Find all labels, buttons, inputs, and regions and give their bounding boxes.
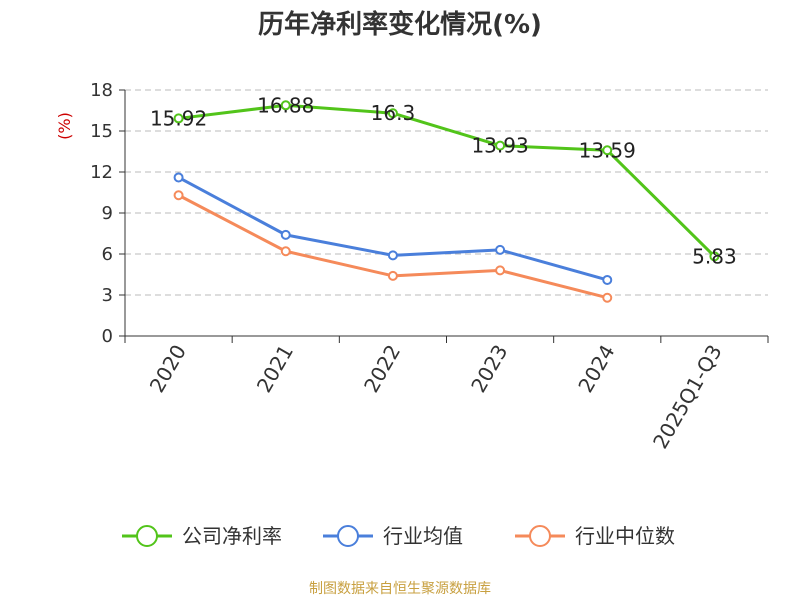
data-point xyxy=(280,246,291,257)
axes: 0 3 6 9 12 15 18 2020 2021 2022 2023 2024 2025Q1-Q3 xyxy=(90,80,769,453)
data-point xyxy=(173,172,184,183)
legend-item: 行业中位数 xyxy=(515,524,675,548)
x-tick-label: 2020 xyxy=(145,341,191,397)
x-tick-label: 2023 xyxy=(466,341,512,397)
y-tick-label: 3 xyxy=(102,285,113,306)
data-point xyxy=(387,270,398,281)
y-tick-label: 0 xyxy=(102,326,113,347)
legend-item: 行业均值 xyxy=(323,524,463,548)
data-point xyxy=(495,140,506,151)
data-point xyxy=(495,265,506,276)
y-tick-label: 15 xyxy=(90,121,113,142)
data-label: 5.83 xyxy=(692,244,737,268)
chart-title: 历年净利率变化情况(%) xyxy=(258,10,542,40)
data-point xyxy=(602,274,613,285)
x-tick-label: 2024 xyxy=(573,341,619,397)
x-tick-label: 2021 xyxy=(252,341,298,397)
data-label: 13.59 xyxy=(579,138,636,162)
series-2 xyxy=(173,190,613,303)
legend: 公司净利率 行业均值 行业中位数 xyxy=(122,524,675,548)
y-tick-label: 6 xyxy=(102,244,113,265)
series-layer: 15.92 16.88 16.3 13.93 13.59 5.83 xyxy=(150,93,737,303)
data-point xyxy=(173,190,184,201)
legend-label: 行业中位数 xyxy=(575,524,675,548)
legend-label: 公司净利率 xyxy=(182,524,282,548)
y-tick-label: 18 xyxy=(90,80,113,101)
grid-lines xyxy=(125,89,768,296)
data-point xyxy=(280,229,291,240)
data-label: 15.92 xyxy=(150,106,207,130)
series-0: 15.92 16.88 16.3 13.93 13.59 5.83 xyxy=(150,93,737,268)
x-tick-label: 2025Q1-Q3 xyxy=(648,341,727,453)
data-label: 16.3 xyxy=(371,101,416,125)
data-label: 16.88 xyxy=(257,93,314,117)
data-point xyxy=(495,244,506,255)
data-point xyxy=(173,113,184,124)
series-1 xyxy=(173,172,613,285)
data-label: 13.93 xyxy=(471,134,528,158)
data-point xyxy=(602,292,613,303)
series-line xyxy=(178,103,716,258)
legend-swatch-marker xyxy=(529,525,551,547)
legend-item: 公司净利率 xyxy=(122,524,282,548)
data-point xyxy=(387,250,398,261)
data-point xyxy=(387,108,398,119)
legend-label: 行业均值 xyxy=(383,524,463,548)
y-axis-label: (%) xyxy=(55,112,74,140)
y-tick-label: 9 xyxy=(102,203,113,224)
data-point xyxy=(709,251,720,262)
y-tick-label: 12 xyxy=(90,162,113,183)
legend-swatch-marker xyxy=(136,525,158,547)
source-note: 制图数据来自恒生聚源数据库 xyxy=(309,581,491,597)
x-tick-label: 2022 xyxy=(359,341,405,397)
data-point xyxy=(602,145,613,156)
legend-swatch-marker xyxy=(337,525,359,547)
data-point xyxy=(280,100,291,111)
